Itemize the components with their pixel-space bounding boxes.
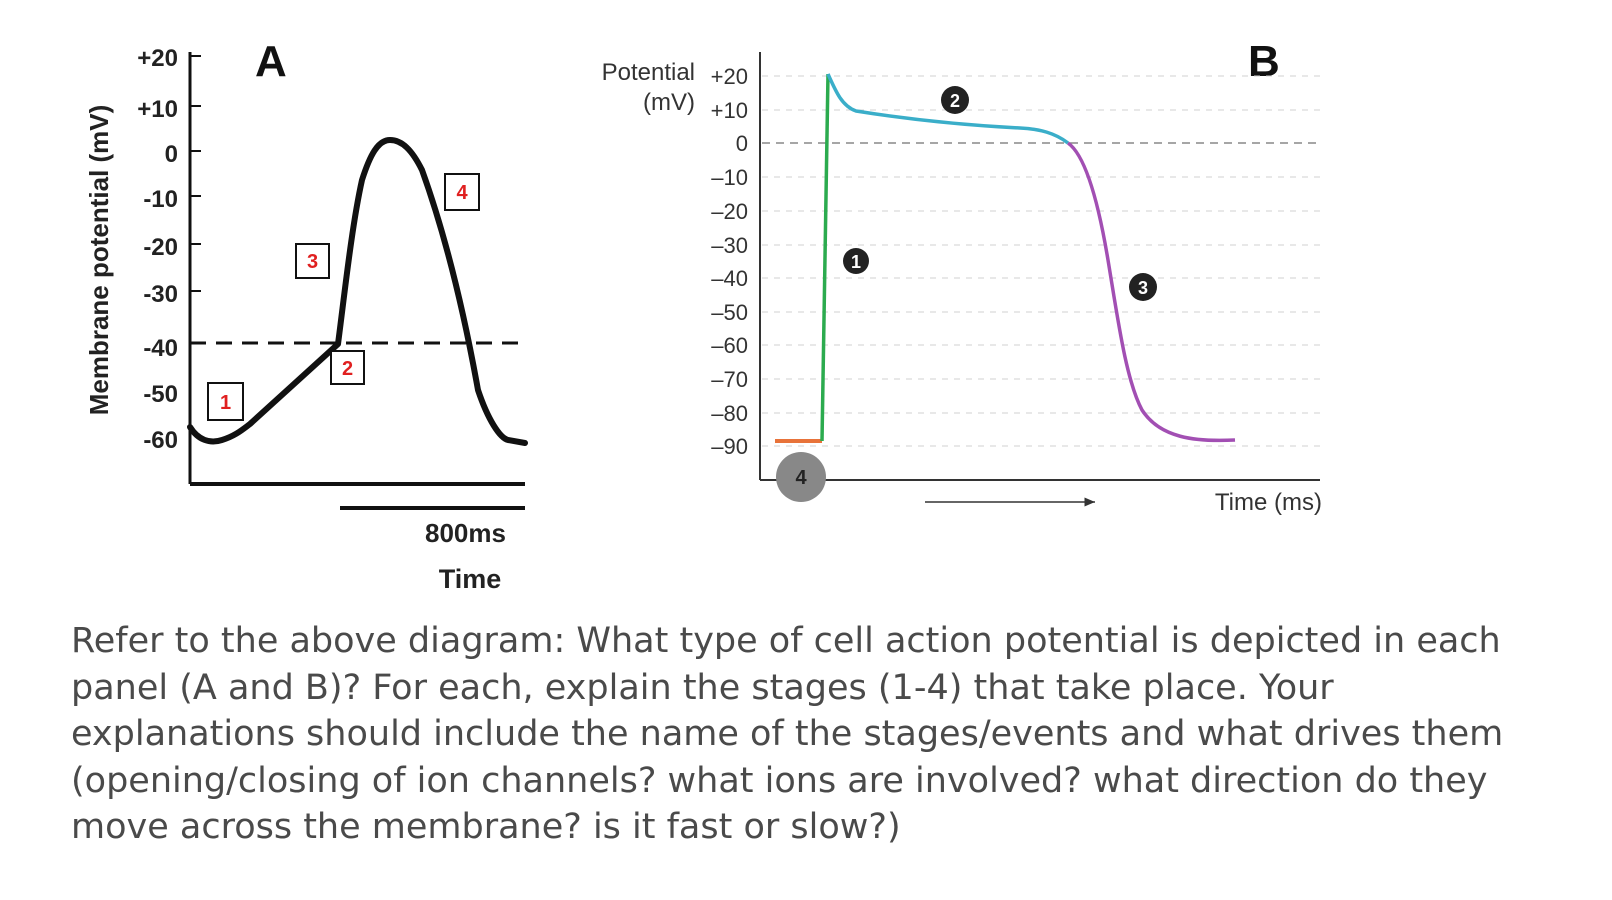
- panel-a-stage-3-box: 3: [295, 243, 330, 279]
- panel-a-stage-4-box: 4: [444, 173, 480, 211]
- panel-b-y-ticks: +20 +10 0 –10 –20 –30 –40 –50 –60 –70 –8…: [711, 64, 748, 459]
- panel-a-tick-label: 0: [165, 141, 178, 168]
- panel-b-y-axis-label-line2: (mV): [643, 89, 695, 116]
- panel-b-tick-label: –80: [711, 401, 748, 426]
- panel-a: A Membrane potential (mV) +20 +10 0 -10 …: [84, 37, 528, 594]
- panel-b-tick-label: –20: [711, 199, 748, 224]
- panel-a-tick-label: -50: [143, 381, 178, 408]
- panel-a-tick-label: -60: [143, 427, 178, 454]
- panel-b-tick-label: –90: [711, 434, 748, 459]
- panel-b-stage-4-marker: 4: [776, 452, 826, 502]
- panel-a-scale-bar-label: 800ms: [425, 518, 506, 548]
- panel-b-x-axis-label: Time (ms): [1215, 489, 1322, 516]
- panel-a-stage-4-label: 4: [456, 182, 468, 204]
- panel-b-stage-4-label: 4: [795, 467, 807, 489]
- panel-b-stage-1-label: 1: [851, 252, 861, 272]
- panel-b-tick-label: –50: [711, 300, 748, 325]
- panel-b-tick-label: –70: [711, 367, 748, 392]
- panel-b-stage-3-label: 3: [1138, 278, 1148, 298]
- panel-b-tick-label: 0: [736, 131, 748, 156]
- panel-a-x-axis-label: Time: [439, 564, 502, 594]
- panel-a-tick-label: -10: [143, 186, 178, 213]
- panel-b-gridlines: [762, 75, 1320, 447]
- panel-b-stage-3-marker: 3: [1129, 273, 1157, 301]
- panel-b-phase-0-trace: [820, 73, 830, 442]
- panel-a-tick-label: -30: [143, 281, 178, 308]
- panel-b: B Potential (mV) +20 +10 0 –10 –20: [602, 37, 1322, 516]
- panel-a-stage-1-box: 1: [207, 382, 244, 421]
- panel-b-tick-label: +10: [711, 98, 748, 123]
- panel-b-tick-label: –60: [711, 333, 748, 358]
- panel-b-stage-1-marker: 1: [843, 248, 869, 274]
- panel-b-tick-label: –30: [711, 233, 748, 258]
- panel-a-y-axis-label: Membrane potential (mV): [84, 105, 114, 416]
- panel-a-tick-label: -20: [143, 234, 178, 261]
- panel-a-stage-2-box: 2: [330, 350, 365, 385]
- panel-a-y-ticks: +20 +10 0 -10 -20 -30 -40 -50 -60: [137, 45, 201, 454]
- figure-svg: A Membrane potential (mV) +20 +10 0 -10 …: [84, 37, 1322, 594]
- panel-a-stage-3-label: 3: [307, 251, 318, 273]
- panel-b-phase-2-trace: [826, 73, 1070, 145]
- panel-b-letter: B: [1248, 37, 1280, 86]
- panel-b-tick-label: –10: [711, 165, 748, 190]
- panel-b-phase-3-trace: [1066, 141, 1236, 443]
- panel-a-letter: A: [255, 37, 287, 86]
- panel-a-tick-label: -40: [143, 335, 178, 362]
- panel-b-tick-label: +20: [711, 64, 748, 89]
- panel-b-y-axis-label-line1: Potential: [602, 59, 695, 86]
- panel-a-tick-label: +20: [137, 45, 178, 72]
- panel-a-action-potential-trace: [187, 137, 528, 446]
- panel-a-stage-1-label: 1: [220, 392, 231, 414]
- question-text: Refer to the above diagram: What type of…: [71, 621, 1504, 847]
- panel-b-stage-2-marker: 2: [941, 86, 969, 114]
- panel-b-stage-2-label: 2: [950, 91, 960, 111]
- panel-b-tick-label: –40: [711, 266, 748, 291]
- panel-a-stage-2-label: 2: [342, 358, 353, 380]
- panel-a-tick-label: +10: [137, 96, 178, 123]
